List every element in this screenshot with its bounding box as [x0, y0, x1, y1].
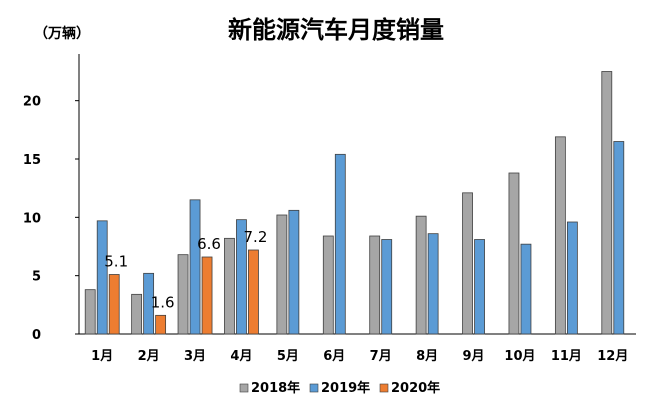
legend-entry: 2019年: [321, 380, 370, 396]
data-label: 6.6: [197, 235, 221, 253]
bar-2018年-12月: [601, 71, 613, 335]
bar-2019年-7月: [381, 239, 393, 335]
plot-area: 0 5 10 15 20 5.1 1月 1.6 2月 6.6 3月 7.2 4月 5月 6月 7月 8月 9月 10…: [23, 54, 636, 364]
bar-2019年-9月: [474, 239, 485, 335]
bar-2020年-1月: [108, 274, 120, 335]
bar-2019年-6月: [334, 153, 346, 335]
data-label: 7.2: [244, 228, 268, 246]
legend-swatch: [379, 383, 389, 393]
x-tick-label: 5月: [277, 349, 299, 364]
x-tick-label: 2月: [138, 349, 160, 364]
bar-2019年-4月: [236, 219, 247, 335]
x-tick-label: 9月: [463, 349, 485, 364]
bar-2018年-4月: [224, 237, 235, 335]
bar-2018年-3月: [177, 254, 189, 335]
bar-2018年-7月: [369, 235, 381, 335]
x-tick-label: 8月: [416, 349, 438, 364]
legend-entry: 2018年: [251, 380, 300, 396]
bar-2020年-2月: [155, 314, 167, 335]
x-tick-label: 1月: [91, 349, 113, 364]
bar-2019年-11月: [566, 221, 578, 335]
data-label: 5.1: [104, 253, 128, 271]
bar-2018年-6月: [322, 235, 334, 335]
legend-swatch: [309, 383, 319, 393]
bar-2019年-3月: [189, 199, 201, 335]
bar-2018年-1月: [84, 289, 96, 335]
legend-swatch: [239, 383, 249, 393]
bar-2018年-5月: [276, 214, 288, 335]
bar-2019年-1月: [96, 220, 108, 335]
bar-2020年-4月: [248, 249, 259, 335]
x-tick-label: 11月: [551, 349, 582, 364]
y-unit-label: （万辆）: [34, 25, 90, 42]
x-tick-label: 3月: [184, 349, 206, 364]
bar-2019年-5月: [288, 209, 300, 335]
x-tick-label: 6月: [323, 349, 345, 364]
bar-2019年-8月: [427, 233, 439, 335]
data-label: 1.6: [151, 293, 175, 311]
legend: 2018年 2019年 2020年: [239, 380, 440, 396]
y-tick-label: 5: [32, 270, 41, 285]
y-tick-label: 0: [32, 328, 41, 343]
y-tick-label: 15: [23, 153, 41, 168]
y-tick-label: 20: [23, 95, 41, 110]
y-tick-label: 10: [23, 211, 41, 226]
bar-2018年-9月: [462, 192, 473, 335]
chart-title: 新能源汽车月度销量: [228, 16, 444, 44]
x-tick-label: 12月: [597, 349, 628, 364]
x-tick-label: 10月: [504, 349, 535, 364]
bar-2018年-11月: [554, 136, 566, 335]
bar-2019年-12月: [613, 141, 625, 335]
bar-2020年-3月: [201, 256, 213, 335]
bar-2018年-10月: [508, 172, 520, 335]
bar-2019年-10月: [520, 243, 532, 335]
bar-2018年-8月: [415, 215, 427, 335]
x-tick-label: 7月: [370, 349, 392, 364]
bar-2018年-2月: [131, 293, 143, 335]
legend-entry: 2020年: [391, 380, 440, 396]
x-tick-label: 4月: [230, 349, 252, 364]
bar-2019年-2月: [143, 272, 155, 335]
